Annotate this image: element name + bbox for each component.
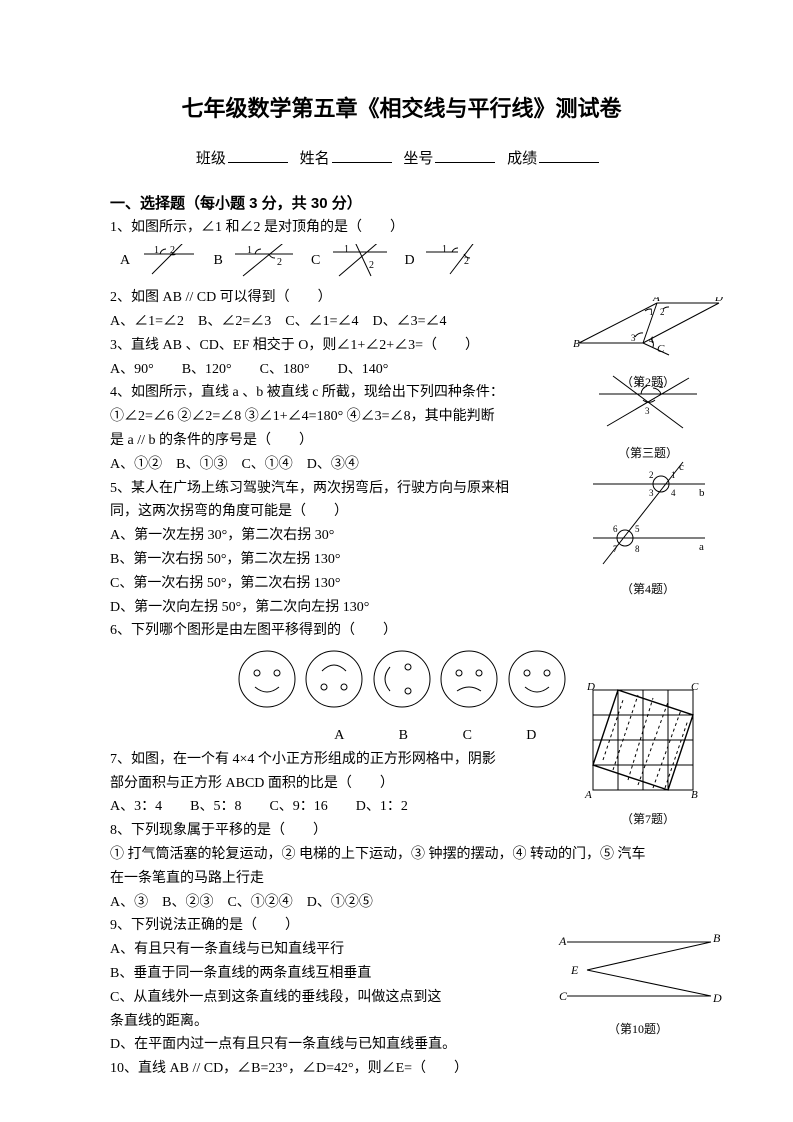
svg-text:7: 7: [613, 544, 618, 554]
page-title: 七年级数学第五章《相交线与平行线》测试卷: [110, 90, 693, 127]
q7-caption: （第7题）: [583, 809, 713, 829]
svg-text:a: a: [699, 541, 704, 553]
q4-figure: 2 1 3 4 6 5 7 8 b a c （第4题）: [583, 460, 713, 599]
section-heading: 一、选择题（每小题 3 分，共 30 分）: [110, 191, 693, 217]
info-row: 班级 姓名 坐号 成绩: [110, 147, 693, 173]
q1-figure-b: 12: [233, 244, 297, 278]
svg-text:D: D: [586, 681, 595, 693]
label-score: 成绩: [507, 151, 537, 167]
blank-class[interactable]: [228, 148, 288, 163]
svg-text:6: 6: [613, 524, 618, 534]
q4-opts: A、①② B、①③ C、①④ D、③④: [110, 453, 530, 477]
q1-opt-c: C: [311, 249, 327, 273]
svg-text:D: D: [714, 297, 723, 304]
q1-figure-a: 12: [140, 244, 200, 278]
blank-score[interactable]: [539, 148, 599, 163]
q5-line2: 同，这两次拐弯的角度可能是（ ）: [110, 500, 530, 524]
q9-c2: 条直线的距离。: [110, 1010, 530, 1034]
svg-text:1: 1: [637, 378, 642, 388]
q8-line2: ① 打气筒活塞的轮复运动，② 电梯的上下运动，③ 钟摆的摆动，④ 转动的门，⑤ …: [110, 843, 693, 867]
svg-text:4: 4: [671, 488, 676, 498]
label-name: 姓名: [300, 151, 330, 167]
blank-seat[interactable]: [435, 148, 495, 163]
svg-text:D: D: [712, 991, 722, 1005]
q1-opt-b: B: [214, 249, 230, 273]
q1-opt-a: A: [120, 249, 136, 273]
svg-text:B: B: [713, 931, 721, 945]
svg-text:1: 1: [247, 245, 252, 256]
q5-b: B、第一次右拐 50°，第二次左拐 130°: [110, 548, 530, 572]
q1-text: 1、如图所示，∠1 和∠2 是对顶角的是（ ）: [110, 216, 693, 240]
q2-text: 2、如图 AB // CD 可以得到（ ）: [110, 286, 530, 310]
q9-a: A、有且只有一条直线与已知直线平行: [110, 938, 530, 962]
q6-text: 6、下列哪个图形是由左图平移得到的（ ）: [110, 619, 693, 643]
q9-text: 9、下列说法正确的是（ ）: [110, 914, 530, 938]
svg-text:1: 1: [344, 244, 349, 255]
svg-text:E: E: [570, 963, 579, 977]
svg-text:c: c: [679, 461, 684, 473]
blank-name[interactable]: [332, 148, 392, 163]
q5-d: D、第一次向左拐 50°，第二次向左拐 130°: [110, 596, 530, 620]
q8-opts: A、③ B、②③ C、①②④ D、①②⑤: [110, 891, 693, 915]
q9-b: B、垂直于同一条直线的两条直线互相垂直: [110, 962, 530, 986]
q7-line2: 部分面积与正方形 ABCD 面积的比是（ ）: [110, 772, 530, 796]
svg-text:A: A: [558, 934, 567, 948]
svg-text:2: 2: [369, 260, 374, 271]
q10-caption: （第10题）: [553, 1019, 723, 1039]
q3-figure: 12 3 （第三题）: [593, 374, 703, 463]
q10-text: 10、直线 AB // CD，∠B=23°，∠D=42°，则∠E=（ ）: [110, 1057, 693, 1081]
q4-caption: （第4题）: [583, 579, 713, 599]
q4-line3: 是 a // b 的条件的序号是（ ）: [110, 429, 530, 453]
svg-text:A: A: [584, 789, 592, 800]
svg-text:1: 1: [154, 245, 159, 256]
svg-text:b: b: [699, 487, 705, 499]
label-seat: 坐号: [403, 151, 433, 167]
q9-c: C、从直线外一点到这条直线的垂线段，叫做这点到这: [110, 986, 530, 1010]
svg-text:1: 1: [442, 244, 447, 255]
q1-figure-c: 12: [331, 244, 391, 278]
q5-a: A、第一次左拐 30°，第二次右拐 30°: [110, 524, 530, 548]
svg-text:2: 2: [659, 380, 664, 390]
svg-text:A: A: [652, 297, 660, 304]
q7-opts: A、3：4 B、5：8 C、9：16 D、1：2: [110, 795, 530, 819]
svg-text:2: 2: [649, 470, 654, 480]
q5-text: 5、某人在广场上练习驾驶汽车，两次拐弯后，行驶方向与原来相: [110, 477, 530, 501]
q3-text: 3、直线 AB 、CD、EF 相交于 O，则∠1+∠2+∠3=（ ）: [110, 334, 530, 358]
svg-text:2: 2: [277, 257, 282, 268]
svg-text:C: C: [657, 343, 665, 355]
svg-text:1: 1: [671, 470, 676, 480]
q1-opt-d: D: [405, 249, 421, 273]
q9-d: D、在平面内过一点有且只有一条直线与已知直线垂直。: [110, 1033, 530, 1057]
svg-text:C: C: [559, 989, 568, 1003]
svg-text:B: B: [573, 338, 580, 350]
q1-figure-d: 12: [424, 244, 484, 278]
svg-text:3: 3: [631, 333, 636, 343]
q2-opts: A、∠1=∠2 B、∠2=∠3 C、∠1=∠4 D、∠3=∠4: [110, 310, 530, 334]
q4-line2: ①∠2=∠6 ②∠2=∠8 ③∠1+∠4=180° ④∠3=∠8，其中能判断: [110, 405, 530, 429]
svg-text:5: 5: [635, 524, 640, 534]
q5-c: C、第一次右拐 50°，第二次右拐 130°: [110, 572, 530, 596]
label-class: 班级: [196, 151, 226, 167]
q7-text: 7、如图，在一个有 4×4 个小正方形组成的正方形网格中，阴影: [110, 748, 530, 772]
q8-line3: 在一条笔直的马路上行走: [110, 867, 693, 891]
q4-text: 4、如图所示，直线 a 、b 被直线 c 所截，现给出下列四种条件：: [110, 381, 530, 405]
q10-figure: A B C D E （第10题）: [553, 930, 723, 1039]
svg-text:C: C: [691, 681, 699, 693]
svg-text:3: 3: [649, 488, 654, 498]
svg-text:8: 8: [635, 544, 640, 554]
svg-text:3: 3: [645, 406, 650, 416]
q1-options: A 12 B 12 C 12 D 12: [120, 244, 693, 278]
svg-text:B: B: [691, 789, 698, 800]
q3-opts: A、90° B、120° C、180° D、140°: [110, 358, 530, 382]
q7-figure: D C A B （第7题）: [583, 680, 713, 829]
